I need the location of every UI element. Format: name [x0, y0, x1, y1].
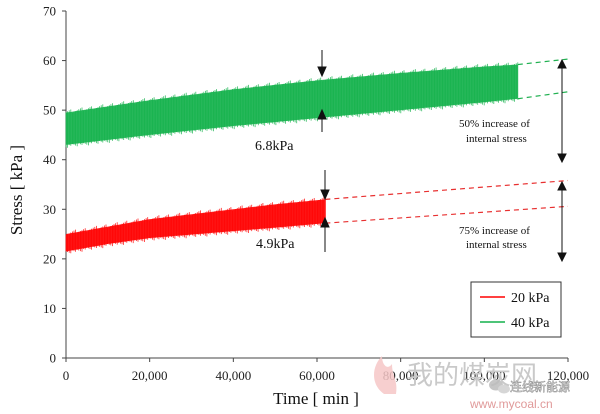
watermark: 我的煤炭网 www.mycoal.cn 连线新能源	[374, 356, 570, 411]
red-amplitude-arrows	[320, 170, 330, 252]
x-tick-label: 100,000	[463, 368, 505, 383]
series-band-20kpa	[65, 179, 569, 254]
green-increase-arrow	[557, 58, 567, 164]
red-amplitude-label: 4.9kPa	[256, 237, 295, 252]
extrapolation-upper	[325, 179, 569, 200]
x-axis-title: Time [ min ]	[273, 389, 359, 408]
watermark-flame-logo	[374, 356, 397, 394]
series-layer	[65, 58, 569, 254]
y-tick-label: 30	[43, 202, 56, 217]
green-amplitude-label: 6.8kPa	[255, 139, 294, 154]
x-tick-label: 120,000	[547, 368, 589, 383]
y-tick-label: 50	[43, 103, 56, 118]
watermark-url: www.mycoal.cn	[469, 397, 553, 411]
x-axis-ticks: 0 20,000 40,000 60,000 80,000 100,000 120,000	[63, 358, 589, 383]
green-increase-label-1: 50% increase of	[459, 118, 530, 130]
red-increase-label-2: internal stress	[466, 239, 527, 251]
y-axis-ticks: 0 10 20 30 40 50 60 70	[43, 4, 66, 366]
red-increase-label-1: 75% increase of	[459, 225, 530, 237]
y-tick-label: 20	[43, 251, 56, 266]
extrapolation-lower	[517, 91, 569, 100]
green-amplitude-arrows	[317, 50, 327, 132]
legend-box	[470, 281, 562, 338]
x-tick-label: 20,000	[132, 368, 168, 383]
series-oscillation	[65, 196, 326, 254]
y-axis-title: Stress [ kPa ]	[7, 145, 26, 235]
y-tick-label: 10	[43, 301, 56, 316]
y-tick-label: 60	[43, 53, 56, 68]
x-tick-label: 40,000	[215, 368, 251, 383]
y-tick-label: 0	[50, 351, 57, 366]
legend-label-40kpa: 40 kPa	[511, 316, 550, 331]
watermark-wechat-icon	[489, 379, 510, 394]
watermark-small: 连线新能源	[510, 379, 570, 394]
x-tick-label: 0	[63, 368, 70, 383]
series-band-40kpa	[65, 58, 569, 148]
y-tick-label: 70	[43, 4, 56, 19]
legend: 20 kPa 40 kPa	[470, 281, 562, 338]
legend-label-20kpa: 20 kPa	[511, 291, 550, 306]
green-increase-label-2: internal stress	[466, 133, 527, 145]
series-oscillation	[65, 62, 519, 148]
watermark-cn: 我的煤炭网	[407, 361, 537, 391]
red-increase-arrow	[557, 180, 567, 263]
extrapolation-lower	[325, 205, 569, 224]
y-tick-label: 40	[43, 152, 56, 167]
x-tick-label: 60,000	[299, 368, 335, 383]
